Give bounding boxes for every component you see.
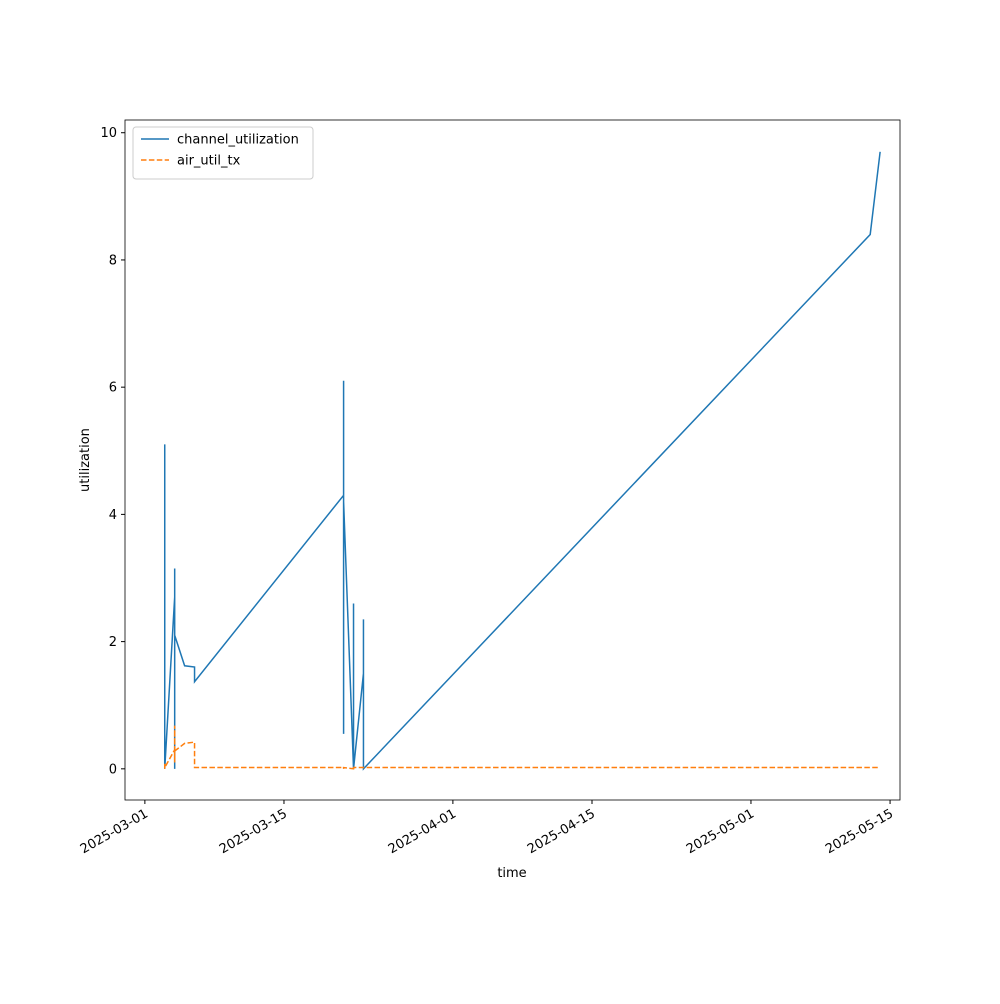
y-tick-label: 2 <box>109 635 117 650</box>
legend-label: channel_utilization <box>177 133 299 148</box>
y-axis-label: utilization <box>78 428 93 492</box>
legend-label: air_util_tx <box>177 154 241 169</box>
y-tick-label: 8 <box>109 253 117 268</box>
data-line <box>163 725 881 771</box>
y-tick-label: 10 <box>100 126 117 141</box>
y-tick-label: 4 <box>109 508 117 523</box>
legend-box <box>132 126 314 180</box>
x-axis-label: time <box>497 866 526 881</box>
data-line <box>163 151 881 771</box>
y-tick-label: 0 <box>109 762 117 777</box>
plot-frame <box>124 119 901 801</box>
y-tick-label: 6 <box>109 381 117 396</box>
